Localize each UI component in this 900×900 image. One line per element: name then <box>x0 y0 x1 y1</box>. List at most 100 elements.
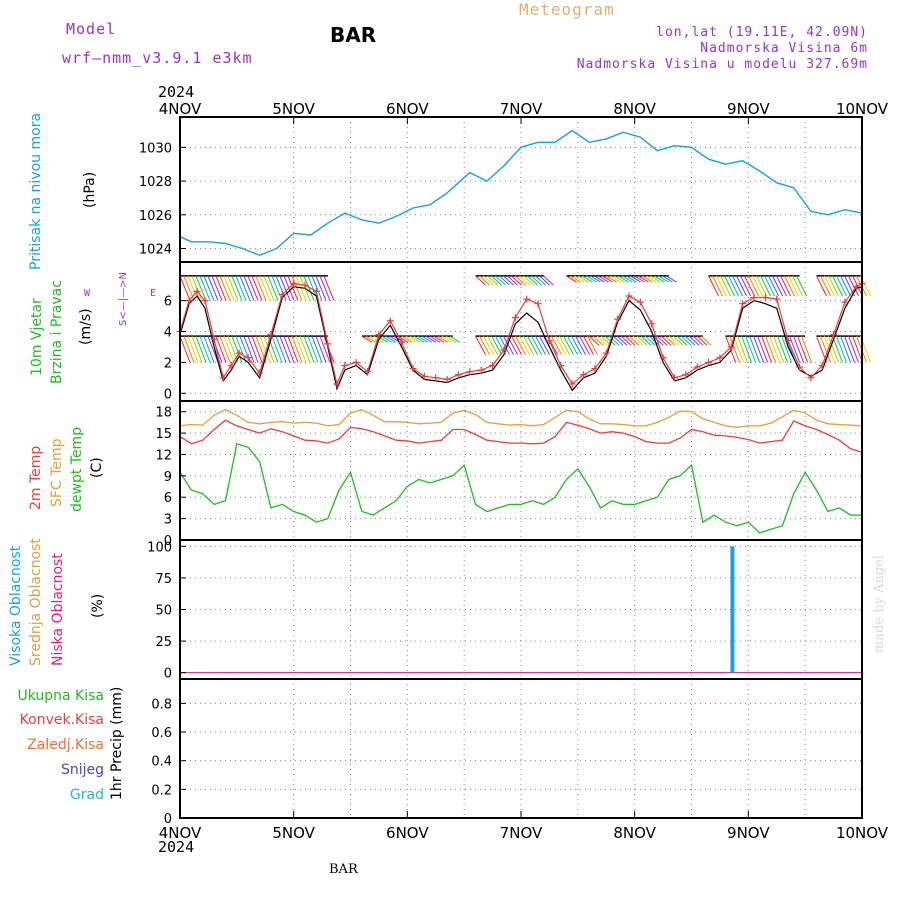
wind-gust-marker <box>235 349 243 357</box>
wind-barbs-top-2-barb <box>527 275 538 286</box>
wind-barbs-mid-5-barb <box>765 335 777 363</box>
wind-gust-marker <box>219 374 227 382</box>
wind-barbs-mid-3-barb <box>511 335 522 355</box>
wind-barbs-top-5-barb <box>820 275 831 297</box>
wind-barbs-mid-1-barb <box>311 335 323 363</box>
wind-barbs-mid-2-barb <box>405 335 417 343</box>
wind-compass-w: W <box>84 288 91 299</box>
model-elevation: Nadmorska Visina u modelu 327.69m <box>576 57 868 72</box>
wind-barbs-mid-5-barb <box>725 335 737 363</box>
wind-gust-marker <box>659 354 667 362</box>
wind-gust-marker <box>636 298 644 306</box>
wind-barbs-mid-2-barb <box>449 335 461 343</box>
wind-barbs-mid-3-barb <box>479 335 490 355</box>
wind-barbs-mid-1-barb <box>243 335 255 363</box>
wind-barbs-top-3-barb <box>610 275 621 283</box>
wind-barbs-mid-4-barb <box>624 335 636 346</box>
footer-station: BAR <box>329 862 358 877</box>
wind-barbs-top-1-barb <box>199 275 211 301</box>
wind-barbs-mid-1-barb <box>283 335 295 363</box>
wind-barbs-mid-4-barb <box>636 335 648 346</box>
wind-barbs-top-3-barb <box>634 275 645 283</box>
wind-gust-marker <box>818 361 826 369</box>
wind-barbs-top-2-barb <box>495 275 506 286</box>
wind-barbs-mid-4-barb <box>656 335 668 346</box>
dewpt-line <box>179 442 862 534</box>
wind-barbs-mid-2-barb <box>409 335 421 343</box>
wind-gust-marker <box>324 340 332 348</box>
wind-barbs-mid-6-barb <box>832 335 844 363</box>
wind-barbs-mid-1-barb <box>215 335 227 363</box>
wind-barbs-mid-1-barb <box>307 335 319 363</box>
wind-barbs-mid-5-barb <box>797 335 809 363</box>
wind-barbs-top-1-barb <box>271 275 283 301</box>
wind-barbs-top-4-barb <box>756 275 767 297</box>
wind-barbs-top-1-barb <box>215 275 227 301</box>
y-tick-label: 12 <box>155 448 172 463</box>
wind-gust-marker <box>454 371 462 379</box>
y-tick-label: 50 <box>155 604 172 619</box>
wind-barbs-mid-4-barb <box>692 335 704 346</box>
wind-barbs-mid-1-barb <box>251 335 263 363</box>
y-tick-label: 0.6 <box>151 726 172 741</box>
wind-barbs-mid-1-barb <box>319 335 331 363</box>
wind-barbs-top-4-barb <box>796 275 807 297</box>
wind-barbs-top-3-barb <box>626 275 637 283</box>
wind-barbs-mid-2-barb <box>441 335 453 343</box>
wind-barbs-mid-2-barb <box>437 335 449 343</box>
year-top: 2024 <box>158 83 195 101</box>
x-tick-label-bottom: 10NOV <box>836 824 889 842</box>
wind-barbs-top-5-barb <box>828 275 839 297</box>
wind-barbs-mid-5-barb <box>749 335 761 363</box>
wind-gust-marker <box>705 358 713 366</box>
wind-barbs-top-3-barb <box>638 275 649 283</box>
x-tick-label-top: 6NOV <box>386 100 429 118</box>
y-tick-label: 9 <box>164 470 172 485</box>
wind-barbs-top-3-barb <box>658 275 669 283</box>
y-tick-label: 75 <box>155 572 172 587</box>
wind-barbs-top-1-barb <box>259 275 271 301</box>
y-tick-label: 0.4 <box>151 755 172 770</box>
pressure-line <box>179 129 863 257</box>
wind-gust-marker <box>312 287 320 295</box>
wind-barbs-mid-1-barb <box>219 335 231 363</box>
wind-barbs-top-4-barb <box>788 275 799 297</box>
wind-barbs-top-2-barb <box>531 275 542 286</box>
wind-barbs-top-4-barb <box>752 275 763 297</box>
precip-label-snow: Snijeg <box>60 762 104 778</box>
wind-barbs-top-4-barb <box>728 275 739 297</box>
wind-barbs-top-4-barb <box>724 275 735 297</box>
wind-barbs-mid-3-barb <box>499 335 510 355</box>
wind-barbs-mid-3-barb <box>519 335 530 355</box>
wind-barbs-top-2-barb <box>507 275 518 286</box>
wind-barbs-mid-5-barb <box>769 335 781 363</box>
wind-barbs-top-1-barb <box>227 275 239 301</box>
wind-gust-marker <box>625 292 633 300</box>
wind-barbs-mid-5-barb <box>773 335 785 363</box>
wind-barbs-top-4-barb <box>708 275 719 297</box>
wind-barbs-top-3-barb <box>570 275 581 283</box>
wind-gust-marker <box>795 363 803 371</box>
wind-barbs-mid-1-barb <box>259 335 271 363</box>
wind-gust-marker <box>545 337 553 345</box>
wind-barbs-top-3-barb <box>598 275 609 283</box>
wind-gust-marker <box>830 331 838 339</box>
wind-gust-marker <box>852 283 860 291</box>
wind-barbs-mid-6-barb <box>820 335 832 363</box>
wind-barbs-top-1-barb <box>275 275 287 301</box>
wind-barbs-top-1-barb <box>291 275 303 301</box>
wind-gust-marker <box>352 358 360 366</box>
x-tick-label-bottom: 4NOV <box>159 824 202 842</box>
wind-gust-marker <box>489 361 497 369</box>
wind-barbs-mid-2-barb <box>445 335 457 343</box>
wind-barbs-mid-3-barb <box>571 335 582 355</box>
wind-barbs-mid-5-barb <box>757 335 769 363</box>
wind-barbs-mid-2-barb <box>385 335 397 343</box>
tick-labels: 1024 1026 1028 1030 0 2 4 6 0 3 6 9 12 15 18 0 25 50 75 100… <box>139 100 889 842</box>
wind-barbs-top-4-barb <box>760 275 771 297</box>
wind-gust-marker <box>185 297 193 305</box>
wind-barbs-top-2-barb <box>503 275 514 286</box>
wind-barbs-mid-3-barb <box>563 335 574 355</box>
wind-barbs-mid-1-barb <box>183 335 195 363</box>
y-tick-label: 0 <box>164 667 172 682</box>
